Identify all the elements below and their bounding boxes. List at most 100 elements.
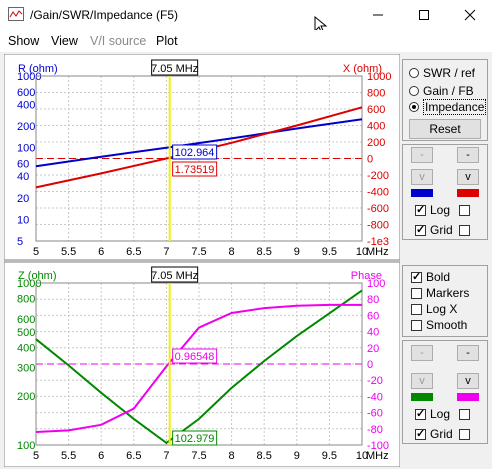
mode-impedance-label: Impedance [423,99,487,115]
cursor-label-box [151,59,199,76]
left-tick-label: 100 [17,440,35,452]
close-icon [464,9,476,21]
bottom-log-checkbox[interactable]: Log [415,407,450,421]
checkbox-box [415,223,426,236]
title-bar: /Gain/SWR/Impedance (F5) [0,0,492,35]
readout-value: 102.964 [175,147,215,159]
x-tick-label: 9 [294,450,300,462]
bottom-grid-right-checkbox[interactable] [459,429,470,440]
x-color-swatch[interactable] [457,189,479,197]
bottom-right-scale-down-button[interactable]: v [457,373,479,389]
left-tick-label: 600 [17,314,35,326]
checkbox-box [411,319,422,331]
top-grid-checkbox[interactable]: Grid [415,223,453,237]
mode-panel: SWR / ref Gain / FB Impedance Reset [402,59,488,141]
x-unit-label: MHz [366,450,389,462]
readout-box [172,144,218,160]
x-tick-label: 7 [163,450,169,462]
right-tick-label: -20 [367,375,383,387]
z-color-swatch[interactable] [411,393,433,401]
menu-plot[interactable]: Plot [156,34,178,48]
minimize-icon [373,14,383,16]
top-log-checkbox[interactable]: Log [415,203,450,217]
checkbox-box [411,270,422,283]
bottom-right-scale-up-button[interactable]: - [457,345,479,361]
menu-bar: Show View V/I source Plot [0,30,492,52]
left-tick-label: 800 [17,294,35,306]
left-tick-label: 40 [17,171,29,183]
x-tick-label: 5 [33,246,39,258]
radio-dot [409,102,419,112]
left-tick-label: 100 [17,143,35,155]
maximize-button[interactable] [404,0,444,30]
plot-frame [35,75,363,242]
right-tick-label: 40 [367,327,379,339]
right-tick-label: -100 [367,440,389,452]
left-tick-label: 500 [17,327,35,339]
markers-checkbox[interactable]: Markers [411,286,469,300]
reset-button[interactable]: Reset [409,119,481,139]
bottom-grid-checkbox[interactable]: Grid [415,427,453,441]
top-log-right-checkbox[interactable] [459,205,470,216]
right-tick-label: -60 [367,408,383,420]
markers-label: Markers [426,286,470,300]
mode-gain-label: Gain / FB [423,84,474,98]
left-tick-label: 10 [17,214,29,226]
right-tick-label: 60 [367,310,379,322]
x-tick-label: 8.5 [257,450,272,462]
x-tick-label: 8.5 [257,246,272,258]
right-tick-label: 0 [367,154,373,166]
right-tick-label: 200 [367,137,385,149]
series-line-r [35,118,363,168]
mode-gain-radio[interactable]: Gain / FB [409,83,474,99]
x-tick-label: 6.5 [126,246,141,258]
left-tick-label: 600 [17,87,35,99]
mode-impedance-radio[interactable]: Impedance [409,99,487,115]
bottom-left-scale-up-button: - [411,345,433,361]
left-axis-label: R (ohm) [18,63,58,75]
readout-value: 102.979 [175,433,215,445]
checkbox-box [411,287,422,299]
smooth-checkbox[interactable]: Smooth [411,318,467,332]
logx-checkbox[interactable]: Log X [411,302,457,316]
right-tick-label: 0 [367,359,373,371]
x-tick-label: 9 [294,246,300,258]
x-tick-label: 5 [33,450,39,462]
left-tick-label: 5 [17,236,23,248]
display-options-panel: Bold Markers Log X Smooth [402,265,488,337]
mode-swr-radio[interactable]: SWR / ref [409,65,475,81]
top-grid-label: Grid [430,223,453,237]
x-tick-label: 5.5 [61,450,76,462]
top-grid-right-checkbox[interactable] [459,225,470,236]
right-tick-label: 600 [367,104,385,116]
left-axis-label: Z (ohm) [18,270,57,282]
series-line-phase [35,303,362,433]
right-tick-label: -200 [367,170,389,182]
right-tick-label: -800 [367,220,389,232]
right-tick-label: 80 [367,294,379,306]
menu-show[interactable]: Show [8,34,40,48]
plot-area[interactable]: 5 5.5 6 6.5 7 7.5 8 8.5 9 9.5 10MHz100080060040020… [4,54,400,467]
bold-checkbox[interactable]: Bold [411,270,450,284]
bottom-log-right-checkbox[interactable] [459,409,470,420]
x-tick-label: 7 [163,246,169,258]
bottom-left-scale-down-button: v [411,373,433,389]
close-button[interactable] [450,0,490,30]
right-tick-label: 1000 [367,71,391,83]
top-log-label: Log [430,203,451,217]
x-tick-label: 8 [229,246,235,258]
right-tick-label: 800 [367,88,385,100]
right-tick-label: -400 [367,187,389,199]
top-right-scale-down-button[interactable]: v [457,169,479,185]
x-tick-label: 7.5 [191,450,206,462]
phase-color-swatch[interactable] [457,393,479,401]
logx-label: Log X [426,302,458,316]
minimize-button[interactable] [358,0,398,30]
x-tick-label: 10 [356,450,368,462]
readout-value: 0.96548 [175,351,215,363]
checkbox-box [415,427,426,440]
menu-view[interactable]: View [51,34,78,48]
top-right-scale-up-button[interactable]: - [457,147,479,163]
cursor-label: 7.05 MHz [151,63,198,75]
r-color-swatch[interactable] [411,189,433,197]
